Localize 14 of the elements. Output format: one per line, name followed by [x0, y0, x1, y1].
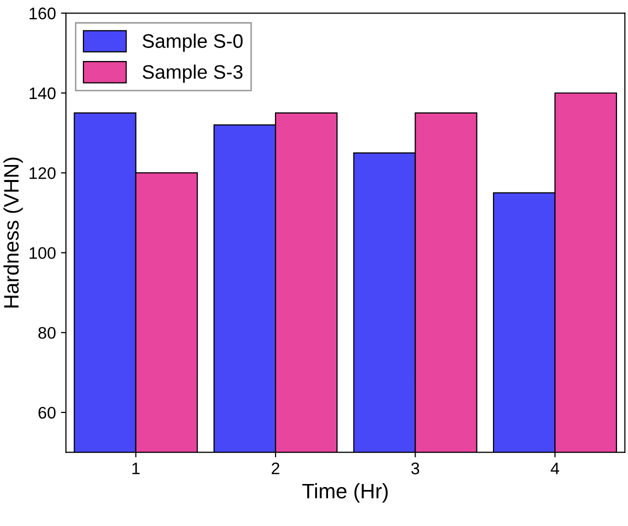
x-tick-label: 3: [411, 462, 420, 474]
y-tick-label: 140: [30, 87, 56, 100]
y-axis-title: Hardness (VHN): [3, 158, 23, 308]
x-tick-label: 4: [550, 462, 560, 474]
y-tick-label: 100: [30, 247, 56, 259]
y-tick-label: 120: [30, 167, 56, 180]
y-tick-label: 160: [30, 8, 56, 20]
y-tick-label: 80: [38, 326, 56, 339]
legend-label: Sample S-0: [142, 34, 243, 52]
x-tick-label: 1: [132, 462, 140, 474]
y-tick-label: 60: [38, 406, 56, 419]
x-axis-title: Time (Hr): [302, 483, 388, 503]
legend-label: Sample S-3: [142, 64, 243, 83]
x-tick-label: 2: [272, 462, 280, 474]
